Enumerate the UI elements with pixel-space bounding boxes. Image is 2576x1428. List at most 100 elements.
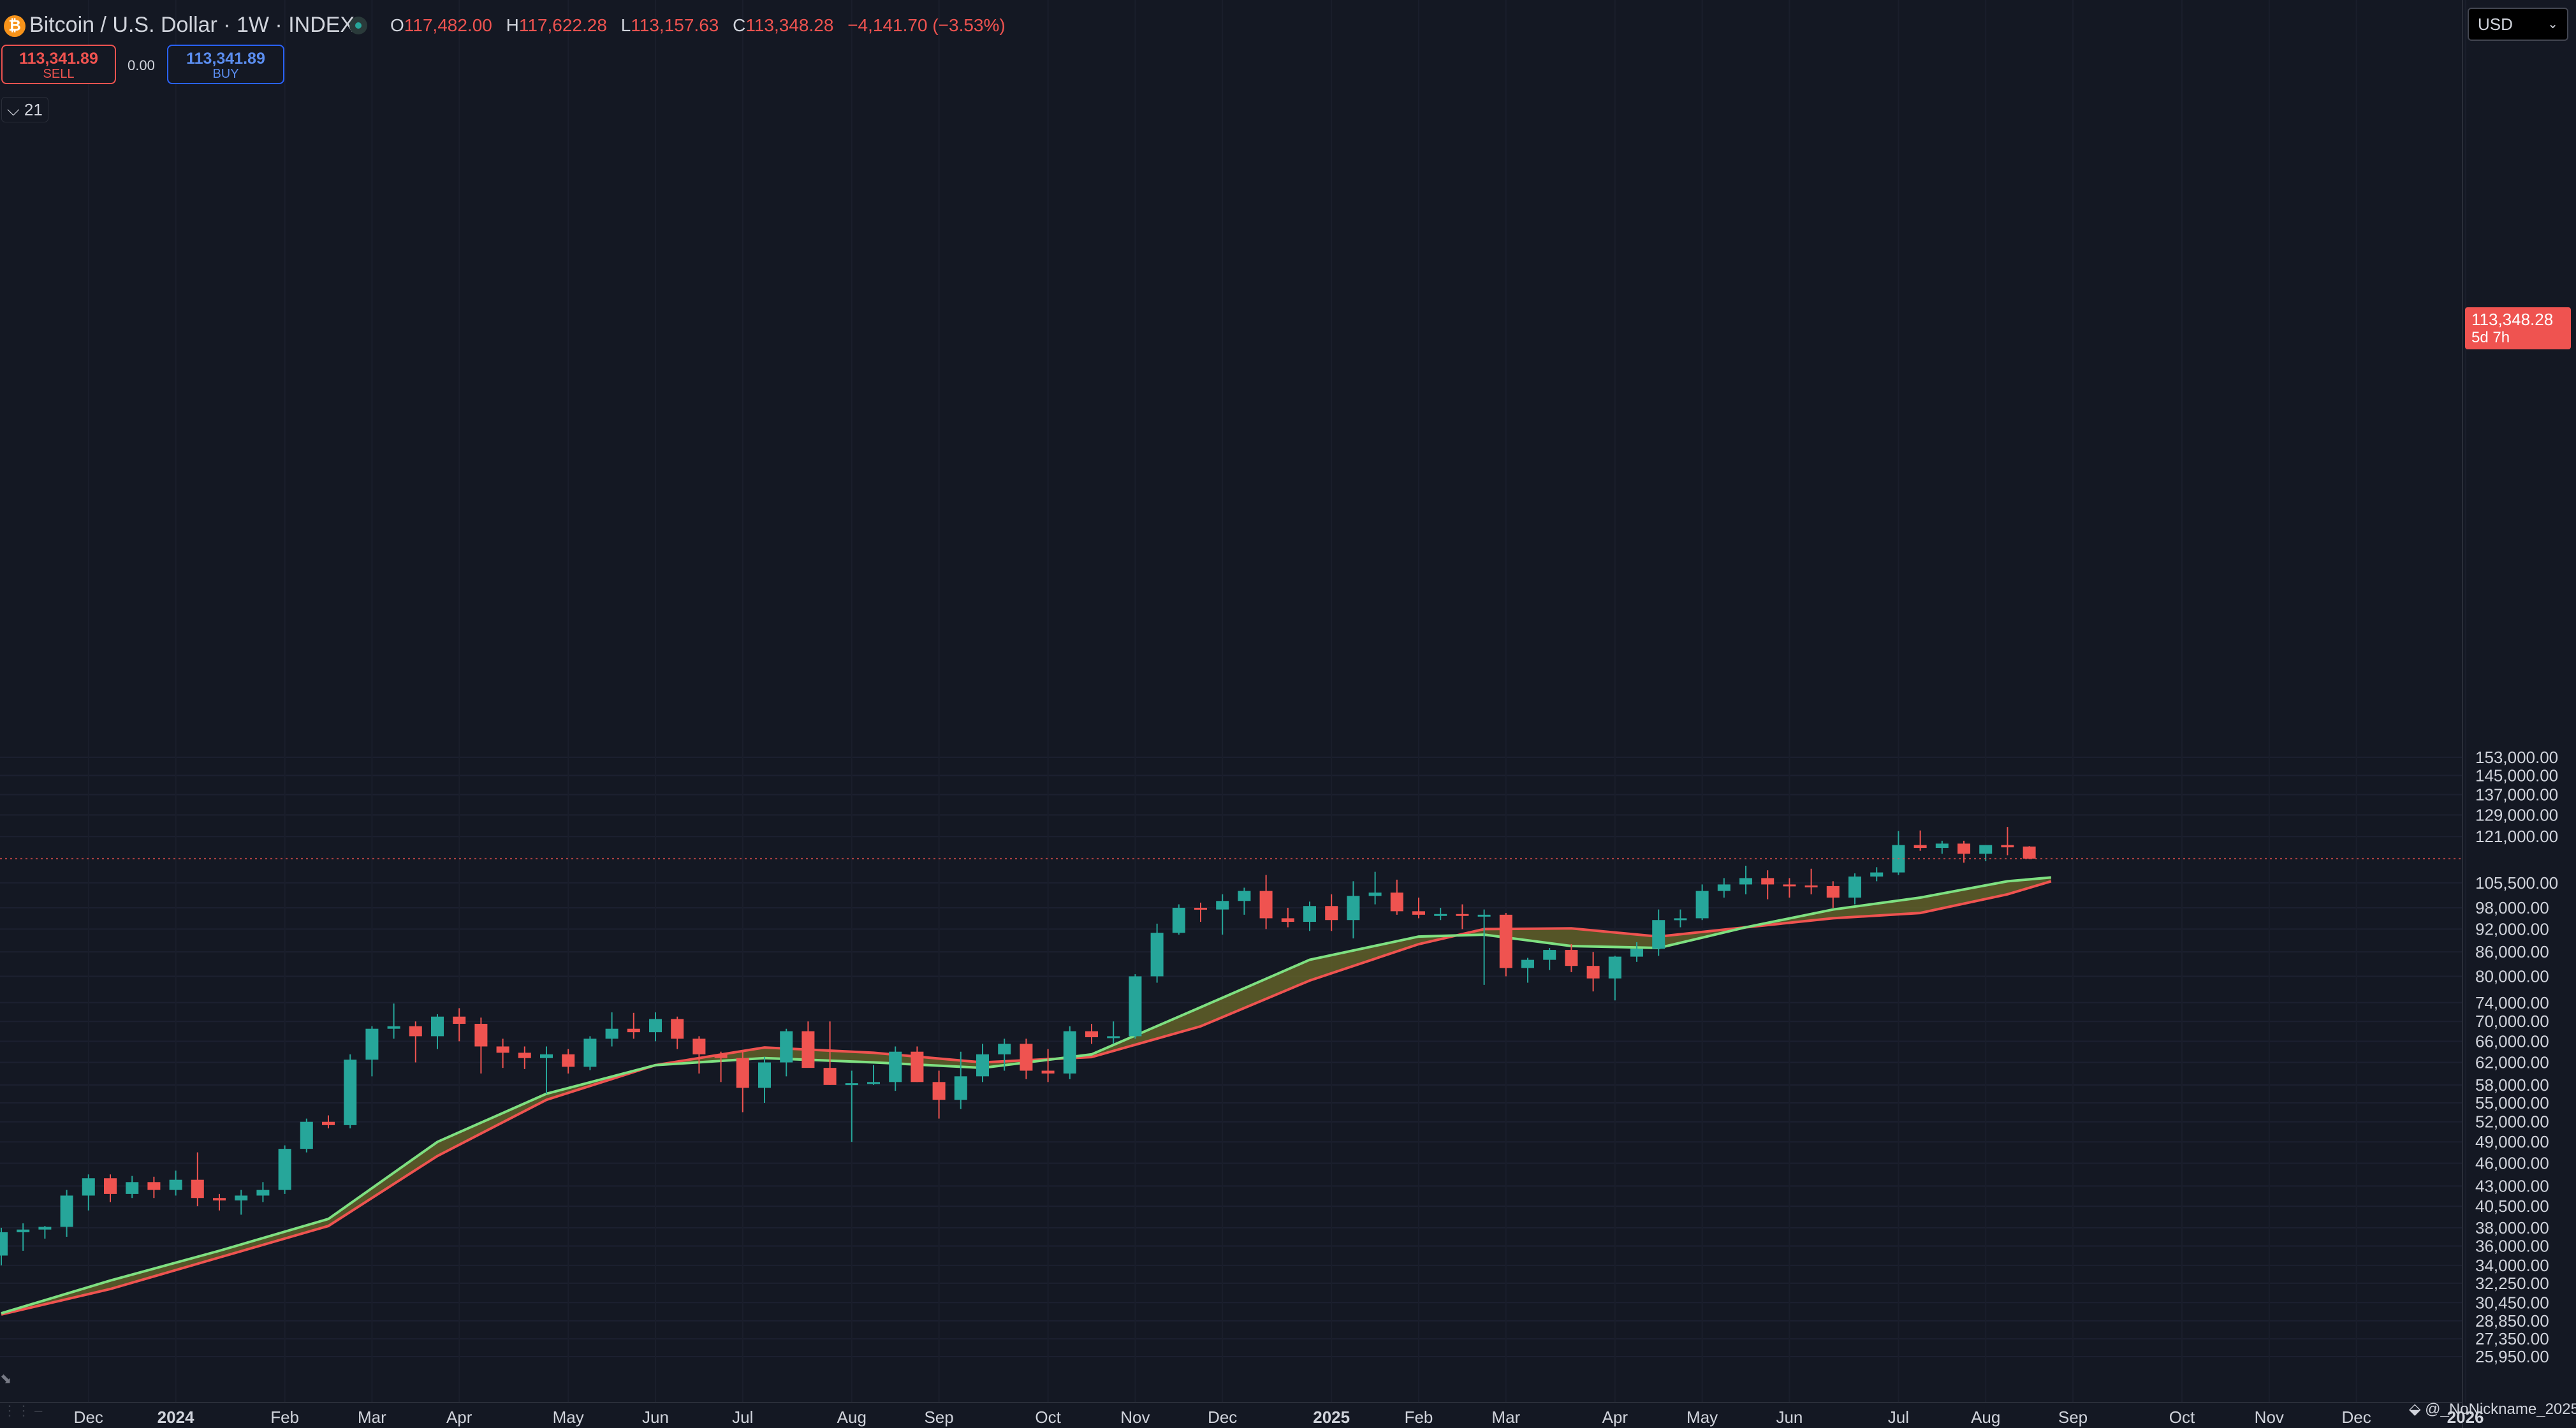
price-tick-label: 28,850.00 — [2475, 1311, 2549, 1330]
time-tick-label: Dec — [74, 1408, 103, 1427]
candle-body — [2001, 845, 2014, 848]
ohlc-close-key: C — [733, 15, 746, 35]
time-tick-label: Aug — [837, 1408, 867, 1427]
candle-body — [2023, 846, 2036, 859]
time-tick-label: Aug — [1971, 1408, 2000, 1427]
author-watermark: ⬙ @_NoNickname_2025 — [2409, 1401, 2576, 1418]
candle-body — [1565, 950, 1578, 966]
candle-body — [911, 1051, 924, 1082]
time-tick-label: 2026 — [2447, 1408, 2484, 1427]
candle-body — [1347, 896, 1360, 921]
candle-body — [1085, 1031, 1098, 1038]
candle-body — [1783, 884, 1796, 887]
candle-body — [1390, 892, 1403, 912]
candle-body — [758, 1062, 771, 1088]
candle-body — [365, 1028, 379, 1060]
last-price-tag: 113,348.28 5d 7h — [2465, 307, 2571, 349]
bitcoin-icon: ₿ — [4, 15, 26, 37]
candle-body — [191, 1179, 204, 1198]
price-tick-label: 34,000.00 — [2475, 1256, 2549, 1275]
time-tick-label: Feb — [1405, 1408, 1433, 1427]
market-status-icon[interactable] — [349, 17, 367, 34]
candle-body — [867, 1082, 880, 1084]
price-tick-label: 129,000.00 — [2475, 805, 2558, 824]
currency-select[interactable]: USD ⌄ — [2468, 8, 2568, 41]
time-tick-label: May — [553, 1408, 584, 1427]
candle-body — [278, 1149, 291, 1190]
price-tick-label: 98,000.00 — [2475, 898, 2549, 917]
candle-body — [235, 1195, 248, 1201]
price-tick-label: 74,000.00 — [2475, 993, 2549, 1012]
price-tick-label: 92,000.00 — [2475, 919, 2549, 938]
sell-label: SELL — [43, 67, 75, 81]
ohlc-low-value: 113,157.63 — [631, 15, 719, 35]
time-tick-label: Nov — [1120, 1408, 1150, 1427]
price-tick-label: 86,000.00 — [2475, 942, 2549, 961]
candle-body — [409, 1026, 422, 1037]
candle-body — [1020, 1044, 1033, 1071]
cursor-icon[interactable]: ⬊ — [0, 1371, 12, 1387]
time-axis[interactable]: Dec 2024 Feb Mar Apr May Jun Jul Aug Sep Oct Nov Dec… — [74, 1408, 2484, 1427]
candle-body — [714, 1054, 728, 1058]
candle-body — [1194, 907, 1207, 910]
candle-body — [1412, 911, 1425, 915]
indicator-toggle-button[interactable]: ⌵ 21 — [1, 97, 48, 122]
grid-lines — [0, 756, 2463, 1357]
candle-body — [1870, 872, 1884, 877]
candle-body — [671, 1019, 684, 1039]
time-tick-label: Dec — [1208, 1408, 1237, 1427]
price-tick-label: 36,000.00 — [2475, 1237, 2549, 1256]
candle-body — [562, 1054, 575, 1067]
ema-fast-line — [1, 876, 2051, 1315]
candle-body — [954, 1076, 967, 1100]
buy-button[interactable]: 113,341.89 BUY — [167, 45, 284, 84]
ohlc-open-key: O — [390, 15, 404, 35]
drag-handle-icon[interactable]: ⋮⋮ – — [3, 1402, 43, 1418]
candle-body — [1477, 914, 1491, 917]
time-tick-label: Jun — [1776, 1408, 1803, 1427]
candle-body — [1935, 843, 1949, 849]
candle-body — [1695, 891, 1709, 919]
candle-body — [1129, 976, 1142, 1037]
candle-body — [1826, 885, 1840, 898]
candle-body — [932, 1082, 946, 1100]
candle-body — [1434, 914, 1447, 916]
candle-body — [801, 1031, 815, 1068]
price-tick-label: 153,000.00 — [2475, 748, 2558, 767]
ema-band — [1, 876, 2052, 1316]
symbol-title[interactable]: Bitcoin / U.S. Dollar · 1W · INDEX — [29, 13, 355, 37]
candle-body — [1259, 891, 1273, 919]
candle-body — [322, 1121, 335, 1125]
candle-body — [1150, 933, 1164, 977]
candle-body — [344, 1060, 357, 1125]
candle-body — [1608, 956, 1621, 979]
time-tick-label: Dec — [2341, 1408, 2371, 1427]
candle-body — [1804, 885, 1818, 887]
time-tick-label: Jun — [642, 1408, 669, 1427]
candle-body — [627, 1028, 640, 1033]
candle-body — [104, 1178, 117, 1194]
time-tick-label: Mar — [358, 1408, 386, 1427]
ohlc-high-value: 117,622.28 — [518, 15, 607, 35]
time-tick-label: Feb — [270, 1408, 299, 1427]
candle-body — [1303, 906, 1316, 922]
candle-body — [1172, 907, 1185, 933]
candle-body — [169, 1179, 182, 1190]
candle-body — [60, 1195, 73, 1227]
buy-label: BUY — [212, 67, 239, 81]
candle-body — [1368, 892, 1382, 896]
time-tick-label: Jul — [1888, 1408, 1909, 1427]
time-tick-label: Sep — [924, 1408, 953, 1427]
candle-body — [1958, 843, 1970, 854]
candle-body — [845, 1083, 858, 1086]
price-axis[interactable]: 25,950.0027,350.0028,850.0030,450.0032,2… — [2475, 748, 2558, 1366]
price-tick-label: 105,500.00 — [2475, 873, 2558, 892]
price-tick-label: 70,000.00 — [2475, 1012, 2549, 1031]
candle-body — [649, 1019, 662, 1033]
candle-body — [126, 1182, 139, 1194]
sell-button[interactable]: 113,341.89 SELL — [1, 45, 116, 84]
candle-body — [540, 1054, 553, 1058]
candle-body — [889, 1051, 902, 1082]
